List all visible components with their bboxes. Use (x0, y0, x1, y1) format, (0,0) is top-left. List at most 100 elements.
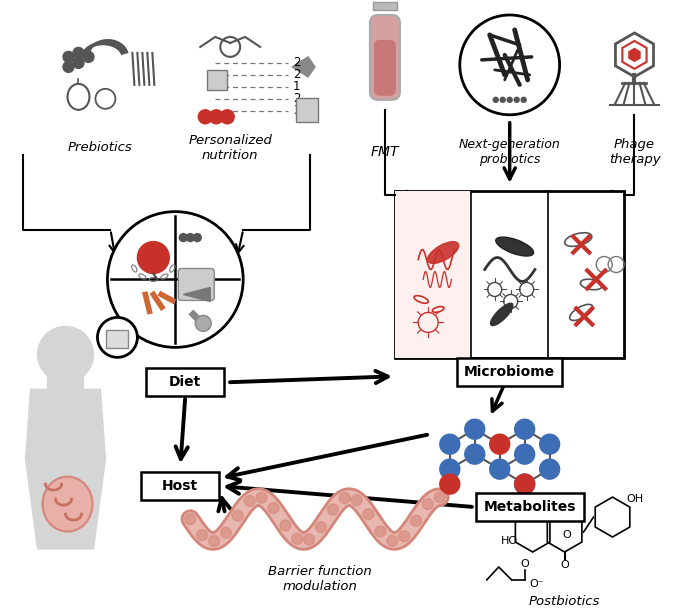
Text: 2: 2 (293, 68, 300, 81)
Text: O: O (560, 560, 569, 570)
Circle shape (316, 522, 327, 533)
Text: Host: Host (162, 479, 198, 493)
Text: Microbiome: Microbiome (464, 365, 555, 379)
Text: OH: OH (626, 494, 643, 504)
Circle shape (440, 459, 460, 479)
Circle shape (198, 110, 212, 124)
Bar (146, 368, 224, 396)
Circle shape (304, 534, 315, 545)
Text: Metabolites: Metabolites (484, 500, 576, 514)
Circle shape (490, 459, 510, 479)
Text: Barrier function
modulation: Barrier function modulation (268, 565, 372, 593)
Circle shape (73, 48, 84, 59)
Circle shape (96, 89, 116, 109)
Text: 1: 1 (293, 81, 300, 93)
Circle shape (515, 474, 535, 494)
FancyBboxPatch shape (207, 70, 227, 90)
Circle shape (465, 419, 485, 439)
Ellipse shape (496, 237, 533, 256)
Circle shape (339, 493, 350, 504)
Circle shape (515, 444, 535, 464)
Text: Phage
therapy: Phage therapy (608, 138, 660, 166)
Text: Diet: Diet (169, 375, 201, 389)
Circle shape (209, 110, 223, 124)
Text: O⁻: O⁻ (529, 579, 544, 589)
Ellipse shape (428, 242, 459, 264)
Text: Prebiotics: Prebiotics (68, 142, 133, 154)
Circle shape (38, 326, 94, 382)
Circle shape (107, 212, 243, 347)
Text: Personalized
nutrition: Personalized nutrition (188, 134, 272, 162)
Text: HO: HO (501, 512, 518, 522)
Circle shape (244, 495, 255, 506)
Circle shape (63, 51, 74, 62)
Circle shape (493, 98, 498, 102)
Circle shape (83, 51, 94, 62)
Circle shape (434, 492, 445, 503)
Circle shape (399, 531, 410, 542)
FancyBboxPatch shape (178, 268, 214, 301)
Circle shape (63, 62, 74, 73)
Circle shape (195, 315, 212, 331)
Circle shape (440, 474, 460, 494)
Text: 2: 2 (293, 92, 300, 106)
Circle shape (185, 514, 196, 525)
Bar (141, 472, 219, 500)
Circle shape (411, 515, 422, 526)
Circle shape (440, 434, 460, 454)
Circle shape (280, 520, 291, 531)
Text: O: O (520, 559, 529, 569)
Text: 3: 3 (293, 104, 300, 117)
Circle shape (186, 234, 194, 242)
Circle shape (327, 504, 338, 515)
Circle shape (137, 242, 169, 273)
Polygon shape (183, 287, 210, 301)
Text: Next-generation
probiotics: Next-generation probiotics (459, 138, 561, 166)
Circle shape (422, 498, 433, 509)
Circle shape (232, 511, 243, 522)
Circle shape (194, 234, 201, 242)
Circle shape (73, 57, 84, 68)
Circle shape (220, 110, 234, 124)
Text: 2: 2 (293, 56, 300, 70)
Polygon shape (25, 389, 105, 549)
Circle shape (363, 509, 374, 520)
FancyBboxPatch shape (106, 331, 128, 348)
Circle shape (514, 98, 520, 102)
Bar (457, 358, 562, 386)
Circle shape (256, 492, 267, 503)
Circle shape (351, 495, 362, 506)
FancyBboxPatch shape (296, 98, 318, 122)
Circle shape (521, 98, 526, 102)
Circle shape (291, 533, 302, 544)
Circle shape (500, 98, 505, 102)
Ellipse shape (491, 303, 513, 326)
Circle shape (515, 419, 535, 439)
Circle shape (539, 459, 559, 479)
Text: HO: HO (501, 536, 518, 546)
Circle shape (387, 536, 398, 547)
Circle shape (507, 98, 512, 102)
Ellipse shape (43, 476, 92, 531)
Bar (476, 493, 584, 521)
FancyBboxPatch shape (370, 15, 400, 100)
Circle shape (209, 536, 220, 547)
Circle shape (179, 234, 187, 242)
Circle shape (465, 444, 485, 464)
Circle shape (268, 503, 279, 514)
Ellipse shape (68, 84, 90, 110)
Text: Postbiotics: Postbiotics (529, 595, 600, 608)
Circle shape (539, 434, 559, 454)
Polygon shape (629, 49, 639, 61)
Circle shape (460, 15, 559, 115)
Bar (373, 2, 397, 10)
Circle shape (97, 317, 137, 357)
Text: FMT: FMT (371, 145, 399, 159)
Bar (395, 191, 624, 358)
Circle shape (490, 434, 510, 454)
Circle shape (375, 526, 386, 537)
Polygon shape (292, 57, 315, 77)
Circle shape (515, 474, 535, 494)
Text: O: O (562, 530, 571, 540)
Circle shape (196, 529, 207, 540)
